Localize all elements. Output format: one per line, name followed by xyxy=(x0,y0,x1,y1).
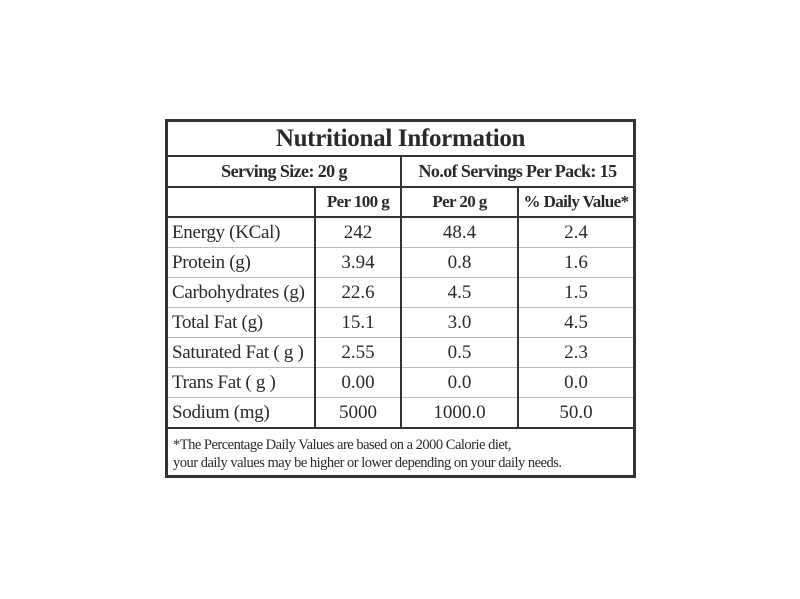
footnote-line: your daily values may be higher or lower… xyxy=(173,455,562,471)
nutrient-value: 2.55 xyxy=(315,337,402,368)
nutrient-value: 15.1 xyxy=(315,307,402,338)
nutrient-value: 50.0 xyxy=(518,397,633,429)
nutrient-value: 4.5 xyxy=(518,307,633,338)
column-header xyxy=(168,187,316,218)
nutrient-value: 2.3 xyxy=(518,337,633,368)
table-row: Trans Fat ( g ) 0.00 0.0 0.0 xyxy=(168,367,633,398)
table-row: Protein (g) 3.94 0.8 1.6 xyxy=(168,247,633,278)
nutrient-value: 0.8 xyxy=(401,247,519,278)
column-header: Per 20 g xyxy=(401,187,519,218)
nutrient-value: 1.5 xyxy=(518,277,633,308)
nutrient-value: 22.6 xyxy=(315,277,402,308)
nutrient-value: 3.0 xyxy=(401,307,519,338)
nutrient-name: Protein (g) xyxy=(168,247,316,278)
footnote-line: *The Percentage Daily Values are based o… xyxy=(173,437,511,453)
table-row: Total Fat (g) 15.1 3.0 4.5 xyxy=(168,307,633,338)
nutrient-value: 1.6 xyxy=(518,247,633,278)
label-title: Nutritional Information xyxy=(168,122,633,157)
table-row: Carbohydrates (g) 22.6 4.5 1.5 xyxy=(168,277,633,308)
nutrient-value: 1000.0 xyxy=(401,397,519,429)
table-row: Sodium (mg) 5000 1000.0 50.0 xyxy=(168,397,633,429)
footnote: *The Percentage Daily Values are based o… xyxy=(168,428,633,479)
table-row: Energy (KCal) 242 48.4 2.4 xyxy=(168,217,633,248)
nutrient-value: 0.5 xyxy=(401,337,519,368)
serving-size: Serving Size: 20 g xyxy=(168,156,402,188)
nutrition-table: Nutritional Information Serving Size: 20… xyxy=(168,122,633,479)
column-header: % Daily Value* xyxy=(518,187,633,218)
nutrient-value: 48.4 xyxy=(401,217,519,248)
nutrient-value: 3.94 xyxy=(315,247,402,278)
nutrient-value: 2.4 xyxy=(518,217,633,248)
nutrient-name: Carbohydrates (g) xyxy=(168,277,316,308)
nutrient-name: Total Fat (g) xyxy=(168,307,316,338)
nutrient-value: 5000 xyxy=(315,397,402,429)
nutrient-name: Sodium (mg) xyxy=(168,397,316,429)
nutrient-value: 242 xyxy=(315,217,402,248)
column-header: Per 100 g xyxy=(315,187,402,218)
nutrient-value: 0.00 xyxy=(315,367,402,398)
nutrient-value: 0.0 xyxy=(518,367,633,398)
nutrient-name: Energy (KCal) xyxy=(168,217,316,248)
nutrient-value: 4.5 xyxy=(401,277,519,308)
servings-per-pack: No.of Servings Per Pack: 15 xyxy=(401,156,633,188)
nutrient-name: Saturated Fat ( g ) xyxy=(168,337,316,368)
table-row: Saturated Fat ( g ) 2.55 0.5 2.3 xyxy=(168,337,633,368)
nutrient-value: 0.0 xyxy=(401,367,519,398)
header-row: Per 100 g Per 20 g % Daily Value* xyxy=(168,187,633,218)
nutrient-name: Trans Fat ( g ) xyxy=(168,367,316,398)
nutrition-label: Nutritional Information Serving Size: 20… xyxy=(165,119,636,478)
